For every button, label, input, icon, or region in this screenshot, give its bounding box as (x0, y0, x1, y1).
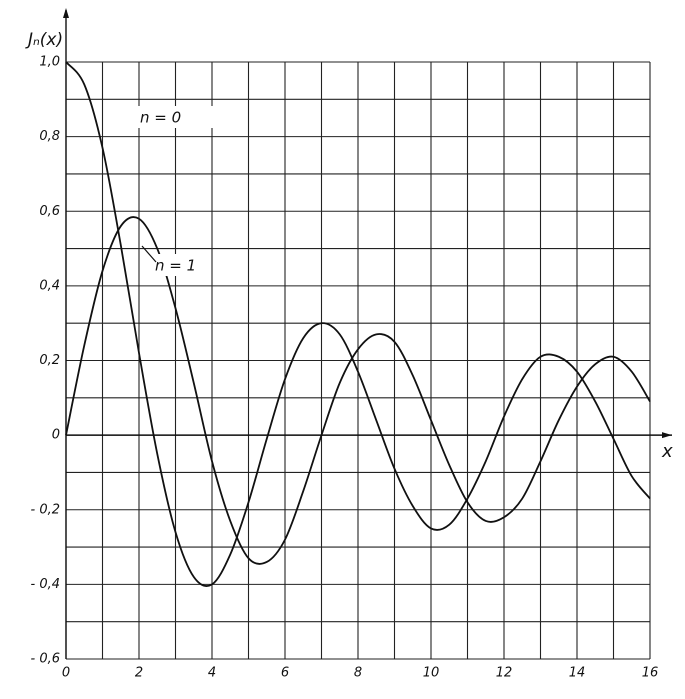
y-tick-label: 0,4 (39, 278, 60, 293)
x-tick-label: 4 (208, 666, 216, 681)
x-tick-label: 6 (281, 666, 289, 681)
x-tick-label: 8 (354, 666, 362, 681)
y-tick-label: - 0,4 (31, 577, 61, 592)
y-axis-arrow (63, 8, 69, 18)
label-leader (141, 245, 157, 263)
y-tick-label: 0,8 (39, 129, 60, 144)
y-tick-label: 0 (52, 428, 60, 443)
curve (65, 216, 651, 565)
series-label: n = 0 (140, 109, 181, 127)
y-tick-label: 1,0 (39, 55, 60, 70)
x-tick-label: 2 (135, 666, 143, 681)
label-bg (130, 106, 214, 128)
x-tick-label: 0 (62, 666, 70, 681)
series-label: n = 1 (155, 257, 196, 275)
label-bg (152, 254, 210, 276)
x-tick-label: 12 (496, 666, 513, 681)
x-tick-label: 16 (642, 666, 659, 681)
x-tick-label: 10 (423, 666, 440, 681)
x-axis-label: x (661, 441, 673, 462)
y-tick-label: 0,6 (39, 204, 60, 219)
curve (65, 61, 651, 587)
x-tick-label: 14 (569, 666, 586, 681)
y-tick-label: - 0,6 (31, 652, 61, 667)
x-axis-arrow (662, 432, 672, 439)
y-tick-label: 0,2 (39, 353, 60, 368)
y-tick-label: - 0,2 (31, 502, 61, 517)
y-axis-label: Jₙ(x) (25, 30, 63, 50)
